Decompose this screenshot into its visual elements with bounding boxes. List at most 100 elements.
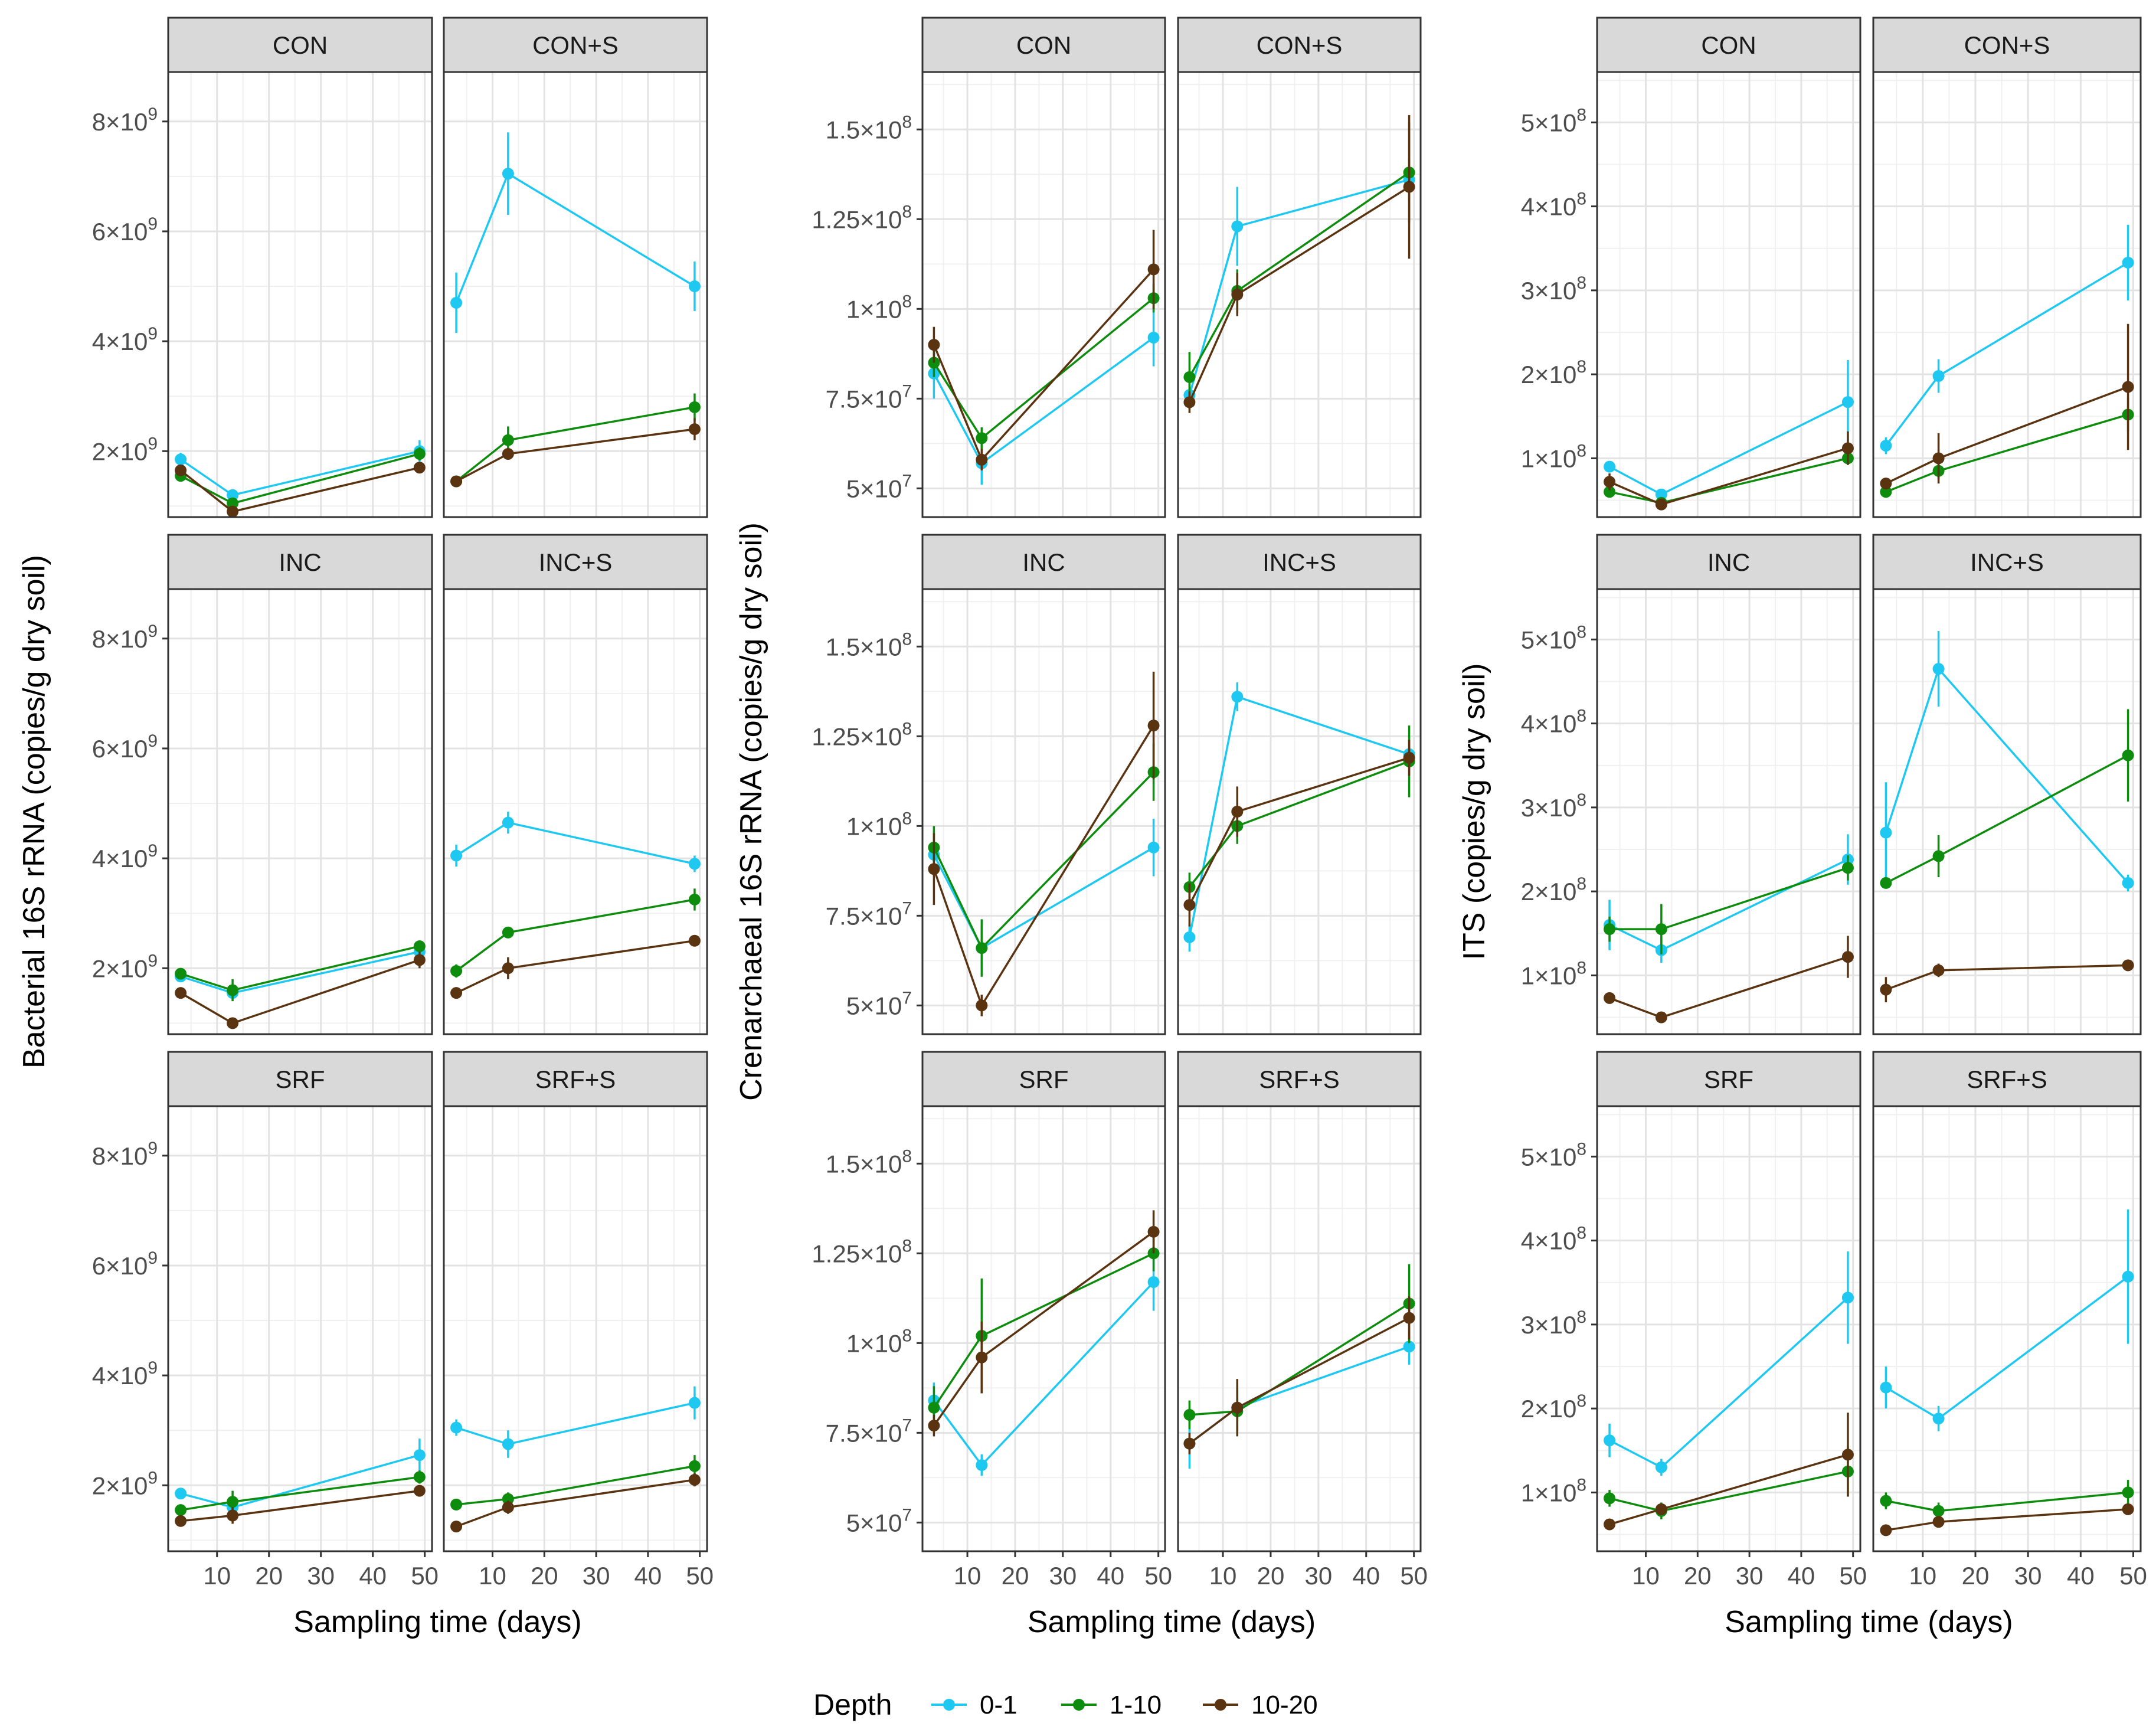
- plot-background: [1178, 72, 1421, 517]
- y-tick-label: 5×108: [1521, 622, 1586, 653]
- data-point: [502, 434, 514, 446]
- x-tick-label: 20: [255, 1562, 283, 1590]
- data-point: [227, 1496, 239, 1508]
- y-axis-title: Crenarchaeal 16S rRNA (copies/g dry soil…: [734, 522, 768, 1101]
- data-point: [1604, 476, 1616, 488]
- x-tick-label: 30: [307, 1562, 335, 1590]
- plot-background: [168, 1106, 432, 1551]
- facet-strip-label: CON+S: [1964, 31, 2050, 59]
- y-tick-label: 4×109: [92, 324, 158, 355]
- data-point: [1932, 663, 1945, 675]
- x-tick-label: 50: [2119, 1562, 2147, 1590]
- data-point: [1841, 396, 1854, 408]
- data-point: [502, 447, 514, 460]
- data-point: [1880, 478, 1892, 490]
- facet-crenarchaeal-inc: INC 5×107 7.5×107 1×108 1.25×108 1.5×108: [812, 534, 1166, 1035]
- data-point: [2122, 959, 2134, 972]
- data-point: [928, 1401, 940, 1414]
- data-point: [1880, 440, 1892, 452]
- data-point: [2122, 877, 2134, 889]
- plot-background: [1873, 1106, 2141, 1551]
- data-point: [413, 940, 426, 953]
- facet-strip-label: SRF: [276, 1065, 325, 1093]
- facet-strip: [1596, 17, 1861, 73]
- data-point: [413, 462, 426, 474]
- data-point: [976, 453, 988, 466]
- y-tick-label: 2×109: [92, 1468, 158, 1499]
- data-point: [688, 423, 701, 436]
- data-point: [1880, 983, 1892, 996]
- data-point: [175, 967, 187, 980]
- series-0-1: [1880, 631, 2134, 892]
- data-point: [688, 934, 701, 947]
- x-tick-label: 30: [1049, 1562, 1077, 1590]
- x-tick-label: 30: [1305, 1562, 1333, 1590]
- y-tick-label: 1.25×108: [812, 1236, 912, 1267]
- x-tick-label: 10: [203, 1562, 231, 1590]
- facet-its-srf-ss: SRF+S 10 20 30 40 50: [1872, 1051, 2147, 1590]
- y-tick-label: 1×108: [846, 1326, 912, 1357]
- x-tick-label: 50: [1400, 1562, 1428, 1590]
- x-axis-title: Sampling time (days): [1028, 1605, 1316, 1639]
- y-tick-label: 8×109: [92, 104, 158, 136]
- facet-bacterial-srf: SRF 2×109 4×109 6×109 8×109 10 20 30 40 50: [92, 1051, 439, 1590]
- x-axis-title: Sampling time (days): [1725, 1605, 2013, 1639]
- data-point: [1880, 1381, 1892, 1394]
- data-point: [450, 849, 463, 862]
- data-point: [1147, 1276, 1160, 1288]
- x-tick-label: 20: [1962, 1562, 1990, 1590]
- data-point: [227, 505, 239, 518]
- facet-strip: [167, 534, 433, 590]
- facet-strip: [1872, 534, 2142, 590]
- facet-strip-label: SRF+S: [535, 1065, 616, 1093]
- panel-group-bacterial: CON 2×109 4×109 6×109 8×109 CON+S INC 2×109 4×10…: [17, 17, 714, 1639]
- x-tick-label: 40: [359, 1562, 387, 1590]
- facet-strip: [1872, 1051, 2142, 1107]
- plot-background: [1178, 1106, 1421, 1551]
- data-point: [1231, 691, 1244, 703]
- facet-strip: [443, 17, 708, 73]
- legend-key-point: [1215, 1699, 1226, 1711]
- data-point: [227, 1017, 239, 1029]
- series-10-20: [928, 1210, 1160, 1437]
- y-tick-label: 3×108: [1521, 1307, 1586, 1339]
- data-point: [1183, 899, 1196, 911]
- data-point: [688, 858, 701, 870]
- facet-strip: [167, 17, 433, 73]
- y-tick-label: 5×108: [1521, 105, 1586, 136]
- x-tick-label: 50: [1144, 1562, 1172, 1590]
- x-tick-label: 20: [1002, 1562, 1029, 1590]
- x-tick-label: 30: [2014, 1562, 2042, 1590]
- data-point: [1147, 263, 1160, 276]
- data-point: [1880, 1524, 1892, 1536]
- series-10-20: [1604, 1413, 1854, 1531]
- facet-crenarchaeal-inc-ss: INC+S: [1177, 534, 1422, 1035]
- y-tick-label: 5×107: [846, 988, 912, 1019]
- y-tick-label: 4×108: [1521, 189, 1586, 221]
- x-tick-label: 10: [1209, 1562, 1237, 1590]
- series-10-20: [928, 671, 1160, 1016]
- y-tick-label: 1.5×108: [826, 629, 912, 661]
- y-tick-label: 5×107: [846, 1505, 912, 1536]
- plot-background: [1597, 1106, 1860, 1551]
- x-tick-label: 50: [1839, 1562, 1867, 1590]
- series-10-20: [175, 952, 426, 1029]
- x-tick-label: 30: [583, 1562, 610, 1590]
- y-tick-label: 1.5×108: [826, 112, 912, 143]
- data-point: [1403, 1341, 1415, 1353]
- y-tick-label: 2×109: [92, 951, 158, 982]
- x-tick-label: 10: [1632, 1562, 1660, 1590]
- facet-bacterial-inc-ss: INC+S: [443, 534, 708, 1035]
- y-tick-label: 1.5×108: [826, 1146, 912, 1178]
- plot-background: [1597, 72, 1860, 517]
- data-point: [1880, 486, 1892, 498]
- data-point: [1604, 460, 1616, 473]
- data-point: [1231, 289, 1244, 300]
- data-point: [502, 926, 514, 939]
- facet-strip-label: CON: [1016, 31, 1071, 59]
- data-point: [1841, 1292, 1854, 1304]
- y-tick-label: 7.5×107: [826, 381, 912, 413]
- facet-bacterial-con: CON 2×109 4×109 6×109 8×109: [92, 17, 433, 518]
- series-10-20: [1880, 959, 2134, 1002]
- data-point: [1655, 1461, 1667, 1473]
